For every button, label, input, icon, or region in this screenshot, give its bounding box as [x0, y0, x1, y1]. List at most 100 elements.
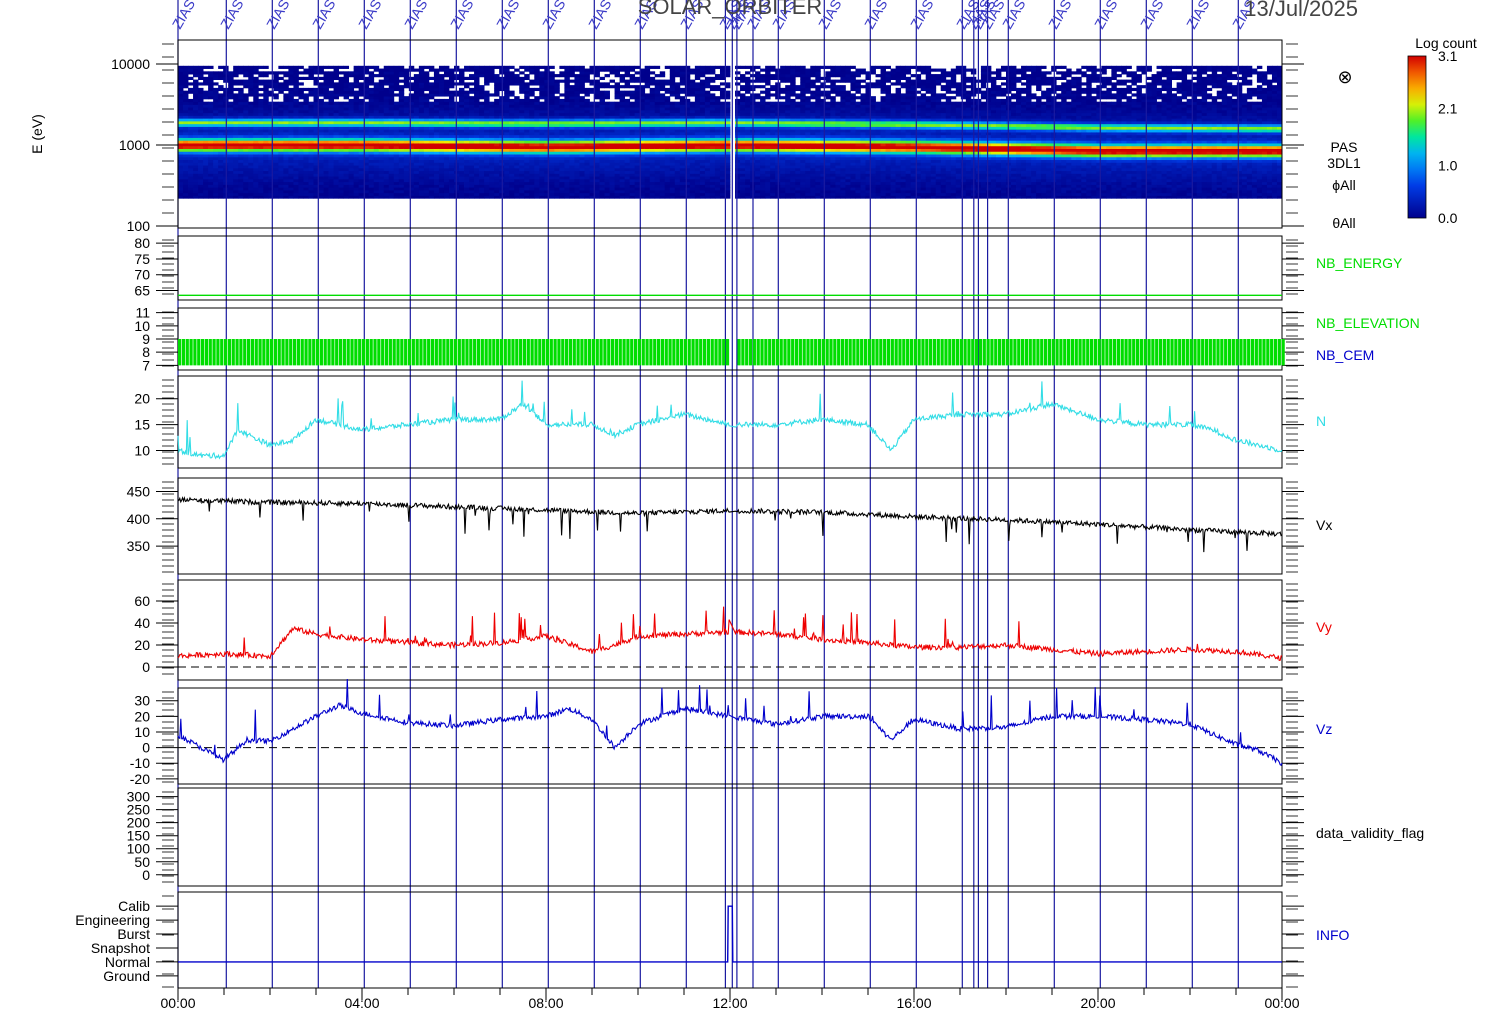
spectrogram-cell: [534, 156, 540, 161]
spectrogram-cell: [303, 126, 309, 130]
spectrogram-cell: [208, 96, 214, 100]
spectrogram-cell: [589, 109, 595, 114]
spectrogram-cell: [193, 87, 199, 92]
spectrogram-cell: [479, 143, 485, 147]
spectrogram-cell: [719, 109, 726, 114]
spectrogram-cell: [624, 159, 631, 163]
spectrogram-cell: [669, 87, 676, 92]
spectrogram-cell: [343, 65, 350, 69]
spectrogram-cell: [464, 98, 470, 103]
spectrogram-cell: [278, 178, 284, 183]
spectrogram-cell: [263, 187, 269, 191]
spectrogram-cell: [393, 181, 400, 185]
spectrogram-cell: [418, 148, 425, 152]
spectrogram-cell: [514, 74, 520, 78]
spectrogram-cell: [413, 178, 420, 183]
spectrogram-cell: [338, 118, 344, 122]
spectrogram-cell: [709, 137, 716, 141]
spectrogram-cell: [238, 109, 244, 114]
spectrogram-cell: [358, 107, 365, 111]
spectrogram-cell: [398, 104, 405, 108]
spectrogram-cell: [393, 71, 400, 75]
spectrogram-cell: [243, 184, 249, 188]
spectrogram-cell: [679, 189, 686, 194]
spectrogram-cell: [659, 98, 666, 103]
spectrogram-cell: [464, 148, 470, 152]
spectrogram-cell: [659, 154, 666, 158]
spectrogram-cell: [243, 126, 249, 130]
spectrogram-cell: [303, 154, 309, 158]
spectrogram-cell: [574, 151, 580, 155]
spectrogram-cell: [268, 90, 274, 94]
spectrogram-cell: [243, 195, 249, 199]
spectrogram-cell: [363, 87, 370, 92]
spectrogram-cell: [438, 123, 445, 127]
spectrogram-cell: [509, 74, 515, 78]
spectrogram-cell: [619, 121, 626, 125]
spectrogram-cell: [363, 132, 370, 136]
spectrogram-cell: [579, 134, 585, 138]
spectrogram-cell: [459, 143, 465, 147]
spectrogram-cell: [213, 107, 219, 111]
spectrogram-cell: [248, 181, 254, 185]
spectrogram-cell: [433, 118, 440, 122]
spectrogram-cell: [724, 115, 731, 119]
spectrogram-cell: [353, 90, 360, 94]
spectrogram-cell: [699, 123, 706, 127]
spectrogram-cell: [283, 96, 289, 100]
spectrogram-cell: [569, 112, 575, 116]
spectrogram-cell: [313, 93, 319, 97]
spectrogram-cell: [689, 107, 696, 111]
spectrogram-cell: [629, 184, 636, 188]
spectrogram-cell: [735, 148, 741, 152]
spectrogram-cell: [604, 74, 610, 78]
spectrogram-cell: [669, 85, 676, 89]
spectrogram-cell: [564, 118, 570, 122]
spectrogram-cell: [198, 107, 204, 111]
spectrogram-cell: [479, 132, 485, 136]
spectrogram-cell: [574, 184, 580, 188]
spectrogram-cell: [469, 148, 475, 152]
spectrogram-cell: [574, 154, 580, 158]
spectrogram-cell: [263, 132, 269, 136]
spectrogram-cell: [644, 176, 651, 180]
spectrogram-cell: [649, 126, 656, 130]
spectrogram-cell: [539, 129, 545, 133]
spectrogram-cell: [699, 112, 706, 116]
spectrogram-cell: [308, 173, 314, 177]
spectrogram-cell: [469, 129, 475, 133]
spectrogram-cell: [348, 159, 355, 163]
spectrogram-cell: [228, 101, 234, 105]
spectrogram-cell: [534, 151, 540, 155]
spectrogram-cell: [338, 109, 344, 114]
spectrogram-cell: [213, 195, 219, 199]
spectrogram-cell: [378, 167, 385, 172]
spectrogram-cell: [448, 140, 455, 144]
spectrogram-cell: [689, 126, 696, 130]
spectrogram-cell: [549, 189, 555, 194]
spectrogram-cell: [428, 156, 435, 161]
spectrogram-cell: [554, 165, 560, 169]
spectrogram-cell: [378, 134, 385, 138]
spectrogram-cell: [203, 71, 209, 75]
spectrogram-cell: [443, 184, 450, 188]
spectrogram-cell: [629, 140, 636, 144]
spectrogram-cell: [624, 170, 631, 174]
spectrogram-cell: [549, 132, 555, 136]
spectrogram-cell: [624, 98, 631, 103]
spectrogram-cell: [544, 187, 550, 191]
spectrogram-cell: [423, 104, 430, 108]
spectrogram-cell: [423, 151, 430, 155]
spectrogram-cell: [383, 189, 390, 194]
spectrogram-cell: [373, 192, 380, 196]
spectrogram-cell: [724, 109, 731, 114]
spectrogram-cell: [318, 85, 324, 89]
spectrogram-cell: [474, 129, 480, 133]
spectrogram-cell: [263, 118, 269, 122]
spectrogram-cell: [714, 98, 721, 103]
spectrogram-cell: [248, 109, 254, 114]
spectrogram-cell: [684, 79, 691, 83]
spectrogram-cell: [248, 170, 254, 174]
spectrogram-cell: [704, 195, 711, 199]
